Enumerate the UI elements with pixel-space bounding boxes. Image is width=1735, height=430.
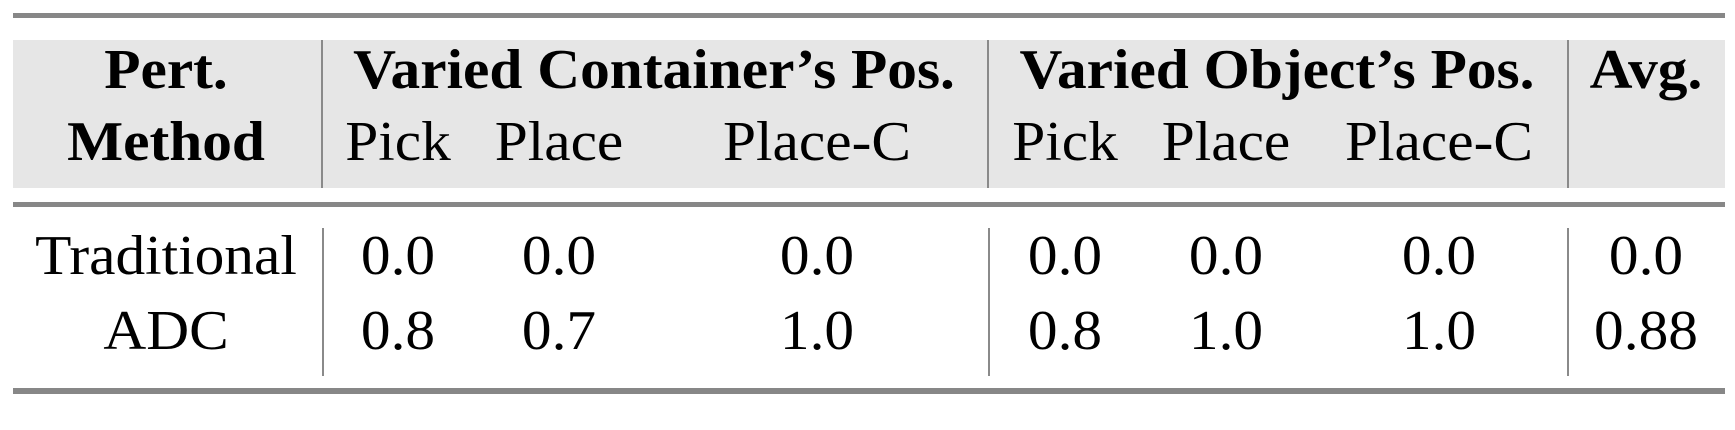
header-group-container: Varied Container’s Pos. [353, 39, 955, 101]
cell: 0.0 [1608, 225, 1684, 287]
top-rule [13, 13, 1725, 18]
header-method-line1: Pert. [104, 39, 228, 101]
cell: 1.0 [1188, 300, 1264, 362]
divider [1567, 40, 1569, 188]
cell: 0.0 [779, 225, 855, 287]
row-method: ADC [103, 300, 229, 362]
cell: 0.0 [521, 225, 597, 287]
header-method-line2: Method [67, 111, 265, 173]
divider [987, 40, 989, 188]
cell: 0.7 [521, 300, 597, 362]
cell: 0.8 [1027, 300, 1103, 362]
cell: 0.0 [1027, 225, 1103, 287]
cell: 0.8 [360, 300, 436, 362]
cell: 0.0 [1188, 225, 1264, 287]
bottom-rule [13, 388, 1725, 394]
cell: 0.0 [360, 225, 436, 287]
cell: 0.0 [1401, 225, 1477, 287]
divider [1567, 228, 1569, 376]
row-method: Traditional [35, 225, 297, 287]
cell: 1.0 [779, 300, 855, 362]
mid-rule [13, 202, 1725, 207]
cell: 0.88 [1594, 300, 1698, 362]
header-sub-place: Place [1161, 111, 1291, 173]
header-sub-place-c: Place-C [1345, 111, 1533, 173]
header-sub-pick: Pick [345, 111, 451, 173]
header-background [13, 40, 1725, 188]
divider [322, 228, 324, 376]
cell: 1.0 [1401, 300, 1477, 362]
header-sub-place-c: Place-C [723, 111, 911, 173]
header-sub-pick: Pick [1012, 111, 1118, 173]
divider [321, 40, 323, 188]
header-group-object: Varied Object’s Pos. [1019, 39, 1535, 101]
header-sub-place: Place [494, 111, 624, 173]
header-avg: Avg. [1589, 39, 1703, 101]
divider [988, 228, 990, 376]
